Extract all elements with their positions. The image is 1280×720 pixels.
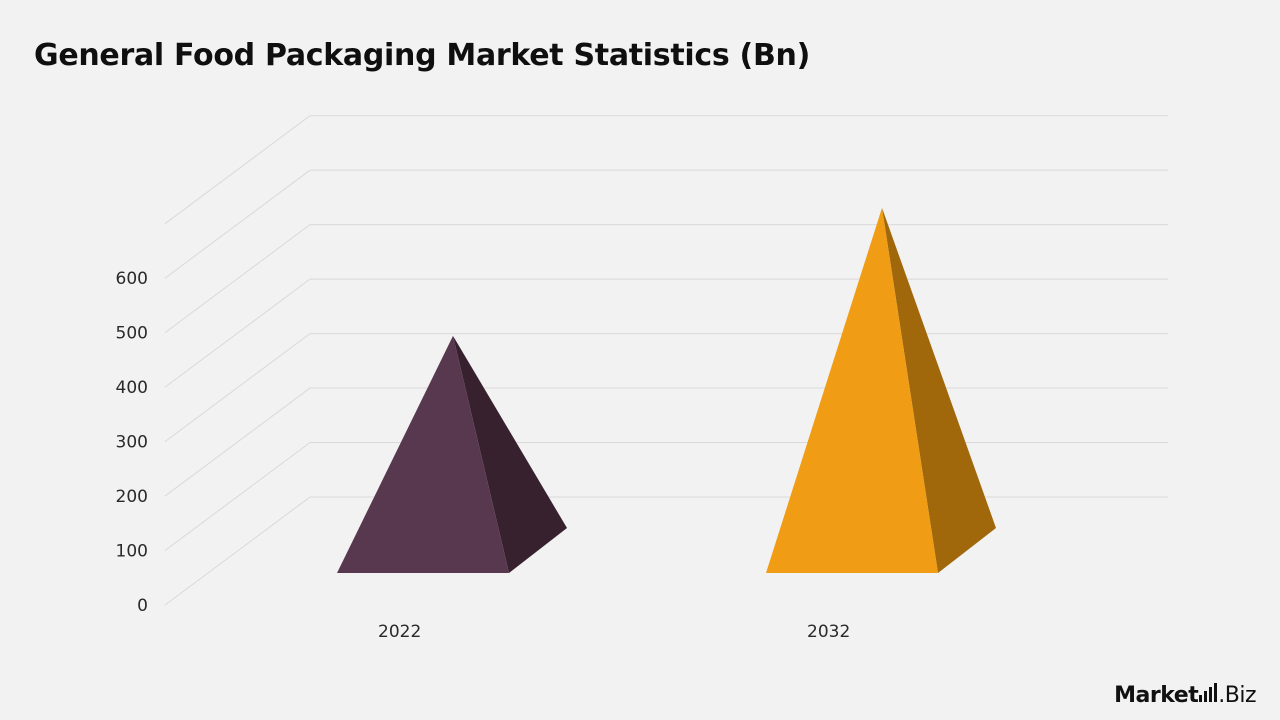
pyramid-2032	[766, 207, 996, 574]
y-tick-label: 0	[137, 596, 148, 616]
gridlines	[164, 115, 1168, 606]
y-axis-ticks: 0 100 200 300 400 500 600	[116, 269, 148, 616]
pyramid-2022	[337, 335, 567, 573]
gridline	[164, 224, 1168, 334]
y-tick-label: 200	[116, 487, 148, 507]
gridline	[164, 278, 1168, 388]
pyramid-side-face	[453, 335, 567, 573]
logo-word-market: Market	[1114, 683, 1199, 708]
logo-dot: .	[1218, 683, 1225, 708]
bars-logo-icon	[1199, 682, 1218, 702]
pyramid-marks	[337, 207, 996, 574]
x-category-label: 2032	[807, 622, 850, 642]
y-tick-label: 100	[116, 542, 148, 562]
chart-title: General Food Packaging Market Statistics…	[34, 38, 810, 73]
pyramid-front-face	[766, 207, 938, 574]
x-category-label: 2022	[378, 622, 421, 642]
y-tick-label: 600	[116, 269, 148, 289]
pyramid-front-face	[337, 335, 509, 573]
gridline	[164, 169, 1168, 279]
gridline	[164, 115, 1168, 225]
y-tick-label: 300	[116, 433, 148, 453]
pyramid-side-face	[882, 207, 996, 574]
y-tick-label: 500	[116, 324, 148, 344]
gridline	[164, 333, 1168, 442]
marketbiz-logo: Market . Biz	[1114, 682, 1257, 708]
gridline	[164, 496, 1168, 606]
logo-word-biz: Biz	[1224, 683, 1257, 708]
x-axis-labels: 2022 2032	[378, 622, 850, 642]
y-tick-label: 400	[116, 378, 148, 398]
